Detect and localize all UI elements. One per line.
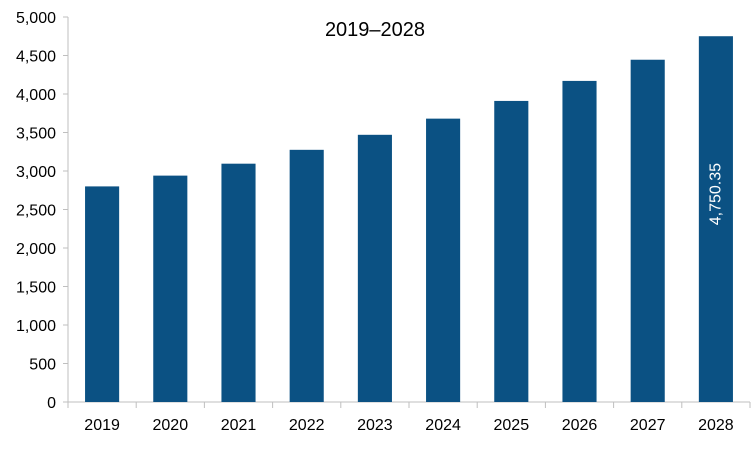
- x-tick-label: 2025: [494, 417, 530, 434]
- x-tick-label: 2022: [289, 417, 325, 434]
- bar-2022: [289, 149, 324, 402]
- bar-2027: [630, 59, 665, 403]
- bar-2025: [494, 100, 529, 403]
- bar-2024: [426, 118, 461, 402]
- chart-title: 2019–2028: [325, 19, 425, 41]
- x-tick-label: 2024: [425, 417, 461, 434]
- y-tick-label: 1,500: [16, 280, 56, 297]
- y-tick-label: 2,000: [16, 241, 56, 258]
- y-tick-label: 2,500: [16, 203, 56, 220]
- y-tick-label: 5,000: [16, 10, 56, 27]
- x-tick-label: 2021: [221, 417, 257, 434]
- data-label-2028: 4,750.35: [707, 163, 724, 225]
- bars: [85, 36, 733, 403]
- y-tick-label: 4,500: [16, 49, 56, 66]
- bar-2028: [698, 36, 733, 402]
- x-tick-label: 2026: [562, 417, 598, 434]
- data-labels: 4,750.35: [707, 163, 724, 225]
- bar-2020: [153, 175, 188, 402]
- x-tick-label: 2028: [698, 417, 734, 434]
- y-tick-label: 4,000: [16, 87, 56, 104]
- y-tick-label: 3,500: [16, 126, 56, 143]
- y-tick-label: 1,000: [16, 318, 56, 335]
- y-tick-label: 3,000: [16, 164, 56, 181]
- bar-2023: [357, 134, 392, 402]
- x-axis-ticks: 2019 2020 2021 2022 2023 2024 2025 2026 2027 2028: [67, 402, 751, 434]
- bar-2021: [221, 163, 256, 402]
- bar-2026: [562, 80, 597, 402]
- y-tick-label: 0: [47, 395, 56, 412]
- y-axis-ticks: 0 500 1,000 1,500 2,000 2,500 3,000 3,500 4,000 4…: [16, 10, 68, 412]
- x-tick-label: 2019: [84, 417, 120, 434]
- x-tick-label: 2020: [153, 417, 189, 434]
- bar-2019: [85, 186, 120, 402]
- x-tick-label: 2023: [357, 417, 393, 434]
- x-tick-label: 2027: [630, 417, 666, 434]
- y-tick-label: 500: [29, 357, 56, 374]
